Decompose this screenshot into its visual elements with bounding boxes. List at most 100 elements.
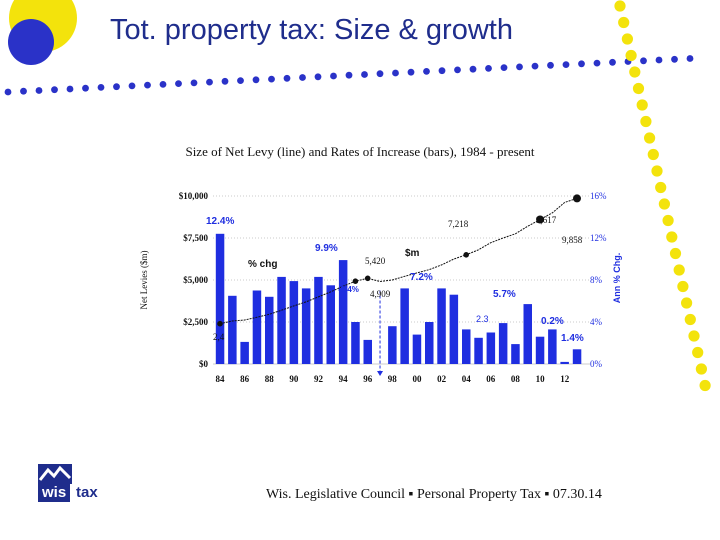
annotation-label: -9.4%: [338, 285, 359, 294]
yellow-dot-decor: [662, 214, 674, 227]
right-tick-label: 12%: [590, 233, 607, 243]
blue-dot-decor: [454, 66, 461, 74]
blue-dot-decor: [609, 58, 616, 66]
blue-dot-decor: [314, 73, 322, 81]
bar-1988: [265, 296, 274, 364]
blue-dot-decor: [438, 67, 446, 75]
blue-dot-decor: [268, 75, 275, 83]
left-tick-label: $0: [199, 359, 209, 369]
yellow-dot-decor: [688, 330, 700, 342]
bar-1984: [215, 233, 225, 364]
blue-dot-decor: [671, 55, 678, 63]
logo-wis-text: wis: [38, 484, 71, 502]
bar-1990: [289, 281, 299, 364]
blue-dot-decor: [407, 68, 415, 76]
levy-point-2010: [536, 215, 545, 224]
annotation-label: 4,909: [370, 289, 391, 299]
x-tick-label: 86: [240, 374, 250, 384]
annotation-label: 7,218: [448, 219, 469, 229]
annotations: 2,4 5,420 4,909 7,218 9,617 9,858 12.4% 9.9% -9.…: [206, 215, 584, 344]
blue-dot-decor: [35, 87, 43, 94]
blue-dot-decor: [655, 56, 663, 64]
annotation-label: 2,4: [213, 332, 225, 342]
blue-dot-decor: [221, 77, 229, 85]
x-tick-label: 00: [413, 374, 423, 384]
bar-2003: [449, 294, 459, 364]
blue-dot-decor: [562, 61, 570, 68]
rate-bars: [215, 233, 582, 376]
bar-2005: [474, 337, 483, 365]
bar-1986: [240, 341, 249, 364]
levy-line-path: [219, 197, 578, 325]
x-tick-label: 96: [363, 374, 373, 384]
bar-2012: [560, 361, 569, 364]
bar-2013: [572, 349, 582, 364]
bar-1987: [252, 290, 262, 364]
blue-dot-decor: [345, 71, 353, 79]
bar-2004: [462, 329, 471, 364]
x-tick-label: 84: [216, 374, 226, 384]
right-tick-label: 0%: [590, 359, 603, 369]
levy-point-2013: [573, 194, 581, 203]
bar-1991: [301, 288, 311, 364]
annotation-label: 5,420: [365, 256, 386, 266]
yellow-dot-decor: [666, 231, 678, 243]
blue-dot-decor: [392, 69, 399, 77]
yellow-dot-decor: [644, 132, 656, 144]
yellow-dot-decor: [647, 148, 659, 161]
blue-dot-decor: [128, 82, 136, 90]
yellow-dot-decor: [673, 264, 685, 276]
blue-dot-decor: [175, 80, 182, 87]
axis-ticks: $0 $2,500 $5,000 $7,500 $10,000 0% 4% 8% 12% 16% 8…: [139, 191, 622, 384]
annotation-label: 5.7%: [493, 289, 516, 300]
right-tick-label: 8%: [590, 275, 603, 285]
bar-2006: [486, 332, 496, 364]
bar-1998: [388, 326, 397, 364]
annotation-label: 7.2%: [410, 272, 433, 283]
blue-dot-decor: [299, 74, 306, 81]
bar-1992: [314, 276, 323, 364]
yellow-dot-decor: [625, 49, 637, 62]
logo-mountain-icon: [38, 464, 72, 484]
blue-dot-decor: [330, 72, 337, 80]
yellow-dot-decor: [677, 280, 689, 293]
yellow-dot-decor: [651, 165, 663, 177]
right-tick-label: 4%: [590, 317, 603, 327]
yellow-dot-decor: [684, 313, 696, 326]
wistax-logo: wis tax: [38, 464, 114, 504]
x-tick-label: 12: [560, 374, 570, 384]
blue-dot-decor: [516, 63, 523, 71]
blue-dot-decor: [97, 84, 105, 91]
annotation-label: 0.2%: [541, 316, 564, 327]
blue-circle-decor: [8, 19, 54, 65]
x-tick-label: 90: [289, 374, 299, 384]
bar-1985: [228, 295, 237, 365]
x-tick-label: 02: [437, 374, 447, 384]
blue-dot-decor: [640, 57, 647, 65]
blue-dot-decor: [20, 87, 27, 95]
blue-dot-decor: [4, 88, 12, 96]
annotation-label: 9,858: [562, 235, 583, 245]
yellow-dot-decor: [632, 82, 645, 95]
x-tick-label: 98: [388, 374, 398, 384]
bar-1999: [400, 288, 409, 364]
bar-2002: [437, 288, 446, 364]
blue-dot-decor: [252, 76, 260, 84]
bar-1994: [338, 260, 348, 364]
blue-dot-decor: [531, 62, 539, 70]
annotation-label: 2.3: [476, 314, 489, 324]
blue-dot-decor: [469, 65, 477, 73]
blue-dot-decor: [190, 79, 198, 87]
levy-point-1996: [364, 275, 371, 282]
bar-2000: [412, 334, 422, 364]
left-tick-label: $10,000: [179, 191, 209, 201]
bar-2009: [523, 304, 532, 364]
bar-2011: [548, 329, 557, 364]
x-tick-label: 10: [536, 374, 546, 384]
yellow-dot-decor: [618, 16, 630, 29]
x-tick-label: 92: [314, 374, 324, 384]
left-tick-label: $7,500: [183, 233, 208, 243]
annotation-label: 9.9%: [315, 243, 338, 254]
blue-dot-decor: [237, 77, 244, 84]
blue-dot-decor: [206, 78, 213, 86]
